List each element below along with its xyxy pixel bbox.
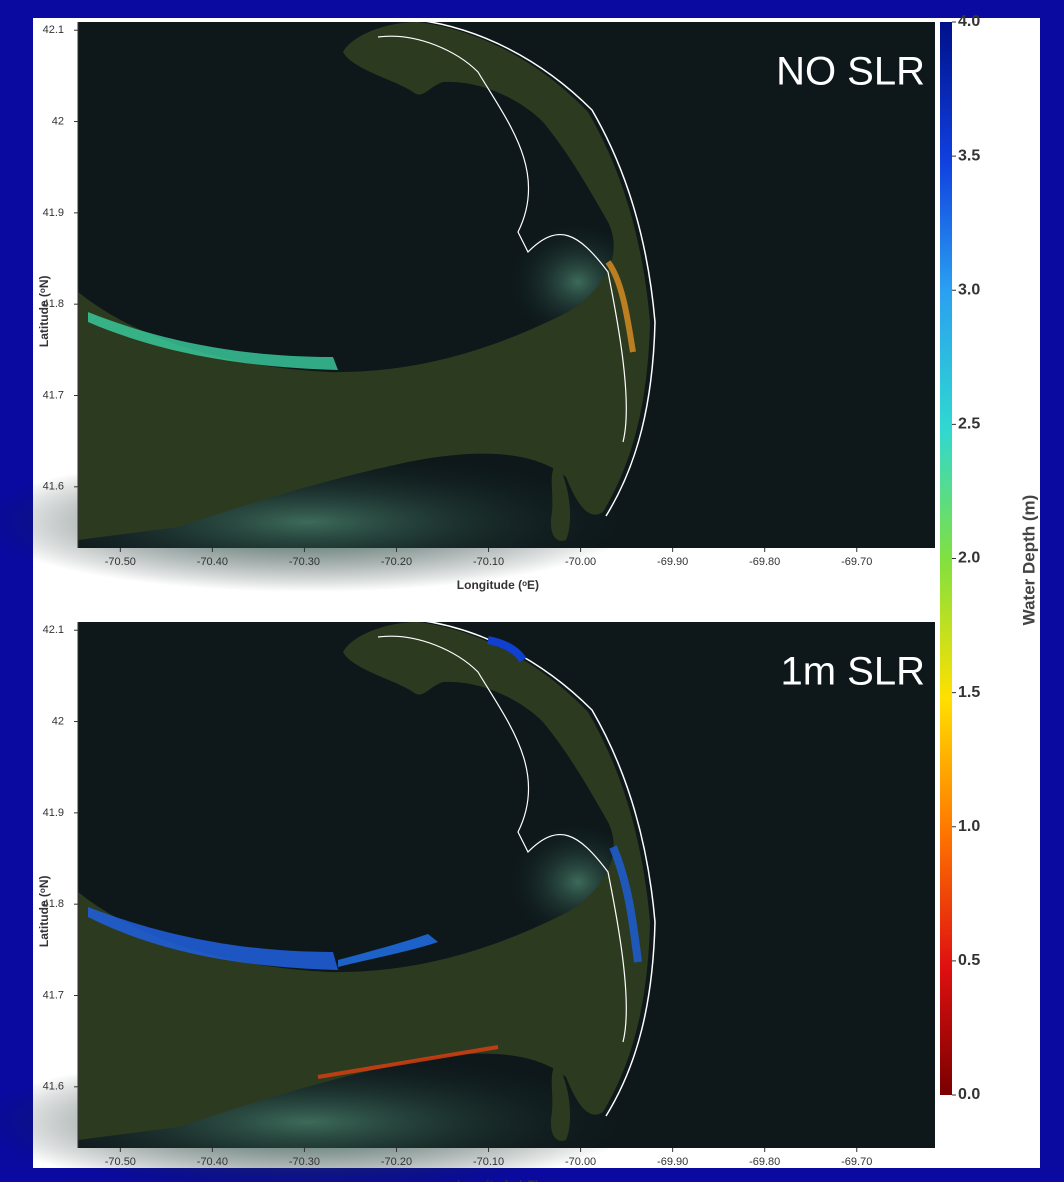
colorbar-tick-label: 3.0 — [958, 281, 980, 298]
y-tick-label: 41.9 — [43, 207, 64, 219]
x-tick-label: -69.80 — [749, 556, 780, 568]
colorbar-tick-label: 1.5 — [958, 684, 980, 701]
colorbar-tick-label: 1.0 — [958, 818, 980, 835]
y-tick-label: 41.7 — [43, 389, 64, 401]
y-tick-label: 42 — [52, 715, 64, 727]
y-tick-label: 41.8 — [43, 898, 64, 910]
y-tick-label: 41.8 — [43, 298, 64, 310]
y-tick-label: 41.6 — [43, 1081, 64, 1093]
x-tick-label: -70.30 — [289, 1156, 320, 1168]
panel-label: 1m SLR — [781, 650, 926, 694]
colorbar-tick-label: 2.0 — [958, 550, 980, 567]
x-tick-label: -70.10 — [473, 1156, 504, 1168]
colorbar-tick-label: 0.5 — [958, 952, 980, 969]
x-tick-label: -70.50 — [105, 556, 136, 568]
x-tick-label: -69.90 — [657, 1156, 688, 1168]
x-axis-title: Longitude (ᵒE) — [457, 1178, 539, 1182]
x-tick-label: -70.10 — [473, 556, 504, 568]
panel-label: NO SLR — [776, 50, 925, 94]
x-tick-label: -70.20 — [381, 556, 412, 568]
x-axis-title: Longitude (ᵒE) — [457, 578, 539, 592]
y-tick-label: 41.7 — [43, 989, 64, 1001]
x-tick-label: -69.80 — [749, 1156, 780, 1168]
x-tick-label: -70.00 — [565, 556, 596, 568]
x-tick-label: -70.40 — [197, 1156, 228, 1168]
colorbar-tick-label: 0.0 — [958, 1086, 980, 1103]
x-tick-label: -70.30 — [289, 556, 320, 568]
colorbar-tick-label: 2.5 — [958, 416, 980, 433]
x-tick-label: -69.90 — [657, 556, 688, 568]
colorbar-tick-label: 4.0 — [958, 13, 980, 30]
map-image — [0, 19, 936, 593]
y-tick-label: 41.9 — [43, 807, 64, 819]
colorbar — [940, 22, 952, 1095]
x-tick-label: -69.70 — [841, 1156, 872, 1168]
x-tick-label: -70.00 — [565, 1156, 596, 1168]
colorbar-title: Water Depth (m) — [1019, 495, 1038, 626]
y-tick-label: 42.1 — [43, 624, 64, 636]
y-axis-title: Latitude (ᵒN) — [37, 276, 51, 348]
x-tick-label: -70.40 — [197, 556, 228, 568]
y-axis-title: Latitude (ᵒN) — [37, 876, 51, 948]
y-tick-label: 42.1 — [43, 24, 64, 36]
x-tick-label: -70.50 — [105, 1156, 136, 1168]
colorbar-tick-label: 3.5 — [958, 147, 980, 164]
map-image — [0, 619, 936, 1182]
x-tick-label: -70.20 — [381, 1156, 412, 1168]
x-tick-label: -69.70 — [841, 556, 872, 568]
y-tick-label: 41.6 — [43, 481, 64, 493]
y-tick-label: 42 — [52, 115, 64, 127]
